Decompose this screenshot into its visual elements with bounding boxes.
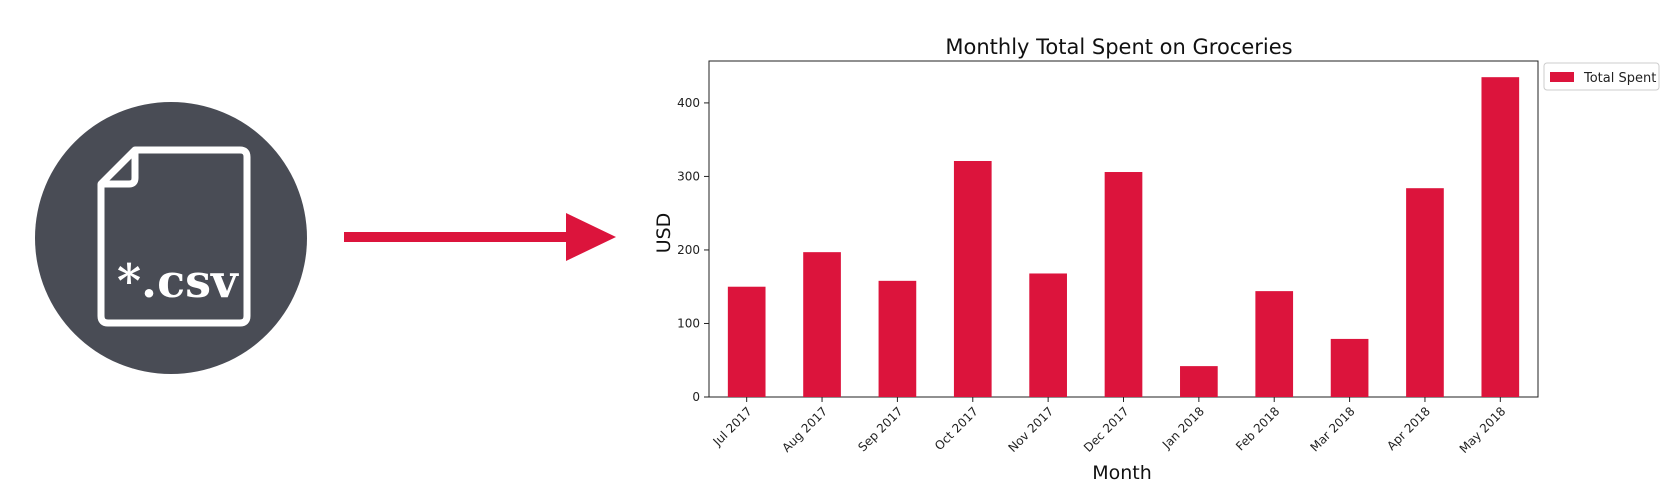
x-tick-label: Apr 2018	[1384, 404, 1433, 453]
x-tick-label: Dec 2017	[1081, 404, 1132, 455]
y-tick-label: 300	[677, 169, 700, 183]
x-tick-label: May 2018	[1457, 404, 1509, 456]
file-corner-fold	[101, 150, 139, 188]
arrow-right-icon	[344, 213, 616, 261]
bar	[953, 160, 992, 397]
bar-series	[727, 77, 1520, 398]
x-axis-title: Month	[1092, 462, 1152, 484]
bar	[727, 286, 766, 397]
bar	[1406, 188, 1444, 397]
x-tick-label: Aug 2017	[779, 404, 830, 455]
x-tick-label: Jul 2017	[710, 404, 755, 449]
legend-frame	[1543, 62, 1660, 91]
file-outline	[97, 146, 251, 327]
x-tick-label: Feb 2018	[1233, 404, 1282, 453]
bar	[878, 280, 917, 397]
bar	[1029, 273, 1067, 397]
csv-file-icon: *.csv	[35, 102, 307, 374]
x-tick-label: Sep 2017	[855, 404, 905, 454]
x-tick-label: Mar 2018	[1308, 404, 1358, 454]
bar	[1255, 291, 1294, 397]
y-tick-label: 0	[692, 390, 700, 404]
bar-chart: Monthly Total Spent on Groceries 0 100 200…	[653, 35, 1660, 484]
legend-label: Total Spent	[1583, 71, 1656, 86]
x-axis: Jul 2017 Aug 2017 Sep 2017 Oct 2017 Nov 2017…	[710, 397, 1509, 456]
y-axis-title: USD	[653, 213, 675, 254]
y-tick-label: 400	[677, 96, 700, 110]
csv-extension-label: *.csv	[117, 254, 239, 308]
legend: Total Spent	[1543, 62, 1660, 91]
chart-title: Monthly Total Spent on Groceries	[945, 35, 1292, 59]
y-tick-label: 200	[677, 243, 700, 257]
bar	[1104, 172, 1143, 397]
bar	[1330, 338, 1369, 397]
bar	[1481, 77, 1520, 398]
y-tick-label: 100	[677, 316, 700, 330]
y-axis: 0 100 200 300 400	[677, 96, 709, 404]
arrow-head	[566, 213, 616, 261]
bar	[803, 252, 841, 397]
x-tick-label: Oct 2017	[932, 404, 981, 453]
bar	[1180, 366, 1218, 397]
icon-background-circle	[35, 102, 307, 374]
legend-swatch	[1550, 72, 1574, 82]
x-tick-label: Jan 2018	[1159, 404, 1207, 452]
x-tick-label: Nov 2017	[1006, 404, 1057, 455]
